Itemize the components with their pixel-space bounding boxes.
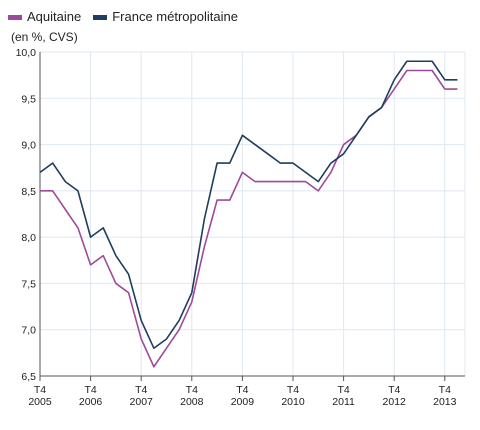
y-tick-label: 6,5 — [21, 371, 36, 383]
y-tick-label: 9,0 — [21, 140, 36, 152]
x-tick-label-quarter: T4 — [287, 384, 299, 396]
series-line-aquitaine — [40, 69, 458, 368]
x-tick-label-year: 2006 — [79, 396, 103, 408]
x-tick-label-year: 2011 — [332, 396, 355, 408]
axes — [39, 52, 465, 381]
y-tick-label: 7,0 — [21, 325, 36, 337]
x-tick-label-quarter: T4 — [236, 384, 248, 396]
x-tick-label-year: 2005 — [28, 396, 52, 408]
x-tick-label-quarter: T4 — [388, 384, 400, 396]
legend-item-france: France métropolitaine — [93, 8, 238, 26]
x-tick-label-quarter: T4 — [337, 384, 349, 396]
x-tick-label-quarter: T4 — [34, 384, 46, 396]
legend: Aquitaine France métropolitaine — [8, 8, 250, 26]
x-tick-label-year: 2010 — [281, 396, 305, 408]
legend-item-aquitaine: Aquitaine — [8, 8, 81, 26]
legend-label-aquitaine: Aquitaine — [27, 9, 82, 24]
legend-swatch-france — [93, 14, 108, 20]
x-axis-labels: T42005T42006T42007T42008T42009T42010T420… — [28, 384, 456, 408]
unit-label: (en %, CVS) — [11, 30, 78, 44]
x-tick-label-year: 2007 — [130, 396, 154, 408]
x-tick-label-quarter: T4 — [439, 384, 451, 396]
series-lines — [39, 60, 458, 368]
y-tick-label: 10,0 — [16, 47, 37, 59]
x-tick-label-year: 2008 — [180, 396, 204, 408]
x-tick-label-quarter: T4 — [135, 384, 147, 396]
y-tick-label: 7,5 — [21, 278, 36, 290]
y-tick-label: 9,5 — [21, 93, 36, 105]
x-tick-label-year: 2012 — [383, 396, 407, 408]
legend-swatch-aquitaine — [8, 14, 22, 20]
series-line-france-m-tropolitaine — [39, 60, 458, 350]
y-tick-label: 8,0 — [21, 232, 36, 244]
legend-label-france: France métropolitaine — [112, 9, 238, 24]
grid-lines — [39, 51, 466, 377]
y-tick-label: 8,5 — [21, 186, 36, 198]
x-tick-label-year: 2013 — [433, 396, 457, 408]
x-tick-label-quarter: T4 — [84, 384, 96, 396]
y-axis-labels: 10,0 9,5 9,0 8,5 8,0 7,5 7,0 6,5 — [16, 47, 37, 383]
x-tick-label-year: 2009 — [231, 396, 255, 408]
x-tick-label-quarter: T4 — [186, 384, 198, 396]
